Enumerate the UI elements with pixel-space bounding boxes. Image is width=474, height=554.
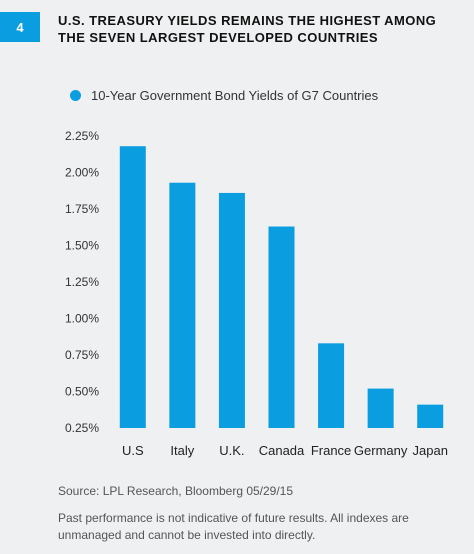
y-tick-label: 1.25%: [65, 275, 99, 289]
bar-canada: [268, 226, 295, 428]
legend: 10-Year Government Bond Yields of G7 Cou…: [70, 88, 378, 103]
chart-title: U.S. Treasury Yields Remains the Highest…: [58, 13, 437, 45]
x-category-label: U.K.: [219, 443, 244, 458]
bar-italy: [169, 182, 196, 428]
x-category-label: Germany: [354, 443, 408, 458]
x-category-label: France: [311, 443, 351, 458]
x-category-label: Canada: [259, 443, 305, 458]
y-tick-label: 2.25%: [65, 129, 99, 143]
y-tick-label: 0.50%: [65, 385, 99, 399]
source-note: Source: LPL Research, Bloomberg 05/29/15: [58, 484, 294, 498]
legend-swatch: [70, 90, 81, 101]
bar-us: [119, 146, 146, 428]
bar-germany: [367, 388, 394, 428]
disclaimer: Past performance is not indicative of fu…: [58, 511, 409, 542]
x-category-label: Italy: [170, 443, 194, 458]
bar-japan: [417, 404, 444, 428]
x-category-label: Japan: [413, 443, 448, 458]
bar-uk: [218, 192, 245, 428]
y-tick-label: 1.50%: [65, 239, 99, 253]
figure-number-badge: 4: [0, 12, 40, 42]
bar-france: [318, 343, 345, 428]
y-tick-label: 1.75%: [65, 202, 99, 216]
y-tick-label: 0.75%: [65, 348, 99, 362]
y-tick-label: 0.25%: [65, 421, 99, 435]
y-tick-label: 2.00%: [65, 166, 99, 180]
x-category-label: U.S: [122, 443, 144, 458]
legend-label: 10-Year Government Bond Yields of G7 Cou…: [91, 88, 379, 103]
y-tick-label: 1.00%: [65, 312, 99, 326]
